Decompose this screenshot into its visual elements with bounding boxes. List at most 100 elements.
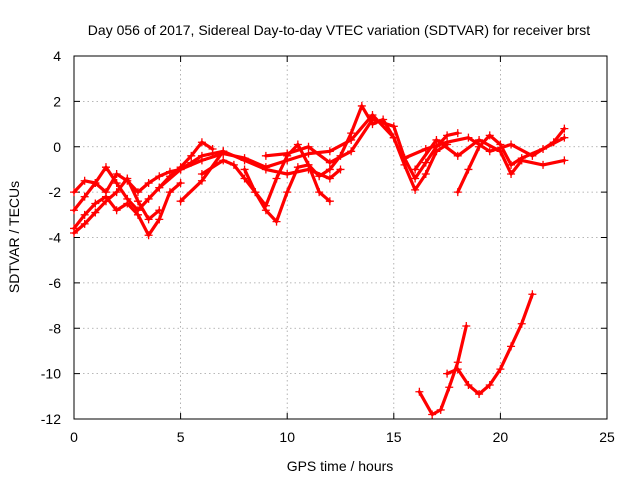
data-point — [70, 188, 78, 197]
data-point — [91, 199, 100, 208]
data-point — [304, 142, 313, 151]
data-point — [293, 140, 302, 149]
data-point — [507, 140, 516, 149]
data-point — [443, 131, 452, 140]
data-point — [475, 390, 484, 399]
data-point — [368, 115, 377, 124]
data-point — [176, 197, 185, 206]
data-point — [176, 179, 185, 188]
data-point — [415, 387, 424, 396]
data-series — [70, 101, 569, 419]
data-point — [80, 176, 89, 185]
data-point — [336, 165, 345, 174]
x-tick-label: 10 — [279, 429, 295, 445]
series-line — [445, 292, 535, 396]
data-point — [70, 206, 78, 215]
data-point — [261, 151, 270, 160]
data-point — [123, 174, 132, 183]
data-point — [197, 156, 206, 165]
data-point — [112, 188, 121, 197]
data-point — [453, 365, 462, 374]
data-point — [496, 365, 505, 374]
data-point — [411, 174, 420, 183]
data-point — [507, 342, 516, 351]
data-point — [101, 163, 110, 172]
data-point — [400, 154, 409, 163]
y-tick-label: 4 — [53, 48, 61, 64]
data-point — [453, 358, 462, 367]
data-point — [507, 160, 516, 169]
grid — [74, 56, 607, 419]
data-point — [443, 138, 452, 147]
data-point — [325, 197, 334, 206]
data-point — [133, 197, 142, 206]
data-point — [325, 147, 334, 156]
data-point — [560, 156, 569, 165]
data-point — [272, 217, 281, 226]
data-point — [432, 135, 441, 144]
data-point — [112, 169, 121, 178]
series-line — [72, 140, 215, 212]
x-tick-labels: 0 5 10 15 20 25 — [70, 429, 615, 445]
y-tick-label: 2 — [53, 93, 61, 109]
y-tick-label: -10 — [41, 366, 61, 382]
plot-frame — [73, 55, 608, 420]
series-arc-2 — [70, 179, 185, 240]
data-point — [240, 165, 249, 174]
data-point — [283, 188, 292, 197]
data-point — [315, 172, 324, 181]
data-point — [112, 179, 121, 188]
series-arc-8 — [197, 140, 334, 210]
data-point — [315, 188, 324, 197]
data-point — [411, 185, 420, 194]
data-point — [208, 145, 217, 154]
series-line — [200, 142, 332, 208]
data-point — [475, 142, 484, 151]
data-point — [155, 172, 164, 181]
series-arc-3 — [70, 138, 217, 215]
data-point — [347, 129, 356, 138]
data-point — [464, 133, 473, 142]
data-point — [197, 169, 206, 178]
data-point — [155, 206, 164, 215]
data-point — [187, 151, 196, 160]
y-tick-label: 0 — [53, 139, 61, 155]
data-point — [123, 194, 132, 203]
data-point — [325, 165, 334, 174]
data-point — [485, 380, 494, 389]
y-tick-label: -2 — [49, 184, 62, 200]
data-point — [144, 231, 153, 240]
data-point — [475, 135, 484, 144]
data-point — [464, 380, 473, 389]
data-point — [485, 147, 494, 156]
data-point — [560, 133, 569, 142]
data-point — [229, 160, 238, 169]
data-point — [176, 165, 185, 174]
data-point — [112, 206, 121, 215]
data-point — [91, 208, 100, 217]
y-axis-label: SDTVAR / TECUs — [6, 181, 22, 293]
data-point — [462, 321, 471, 330]
data-point — [144, 215, 153, 224]
data-point — [445, 383, 454, 392]
data-point — [304, 149, 313, 158]
data-point — [539, 160, 548, 169]
data-point — [528, 290, 537, 299]
data-point — [219, 147, 228, 156]
data-point — [261, 201, 270, 210]
data-point — [443, 369, 452, 378]
chart-title: Day 056 of 2017, Sidereal Day-to-day VTE… — [88, 22, 590, 38]
data-point — [70, 228, 78, 237]
data-point — [539, 145, 548, 154]
data-point — [453, 129, 462, 138]
x-tick-label: 0 — [70, 429, 78, 445]
series-arc-13 — [415, 321, 471, 419]
data-point — [389, 122, 398, 131]
data-point — [219, 156, 228, 165]
data-point — [80, 192, 89, 201]
data-point — [428, 410, 437, 419]
data-point — [517, 319, 526, 328]
data-point — [421, 145, 430, 154]
data-point — [421, 169, 430, 178]
data-point — [165, 188, 174, 197]
